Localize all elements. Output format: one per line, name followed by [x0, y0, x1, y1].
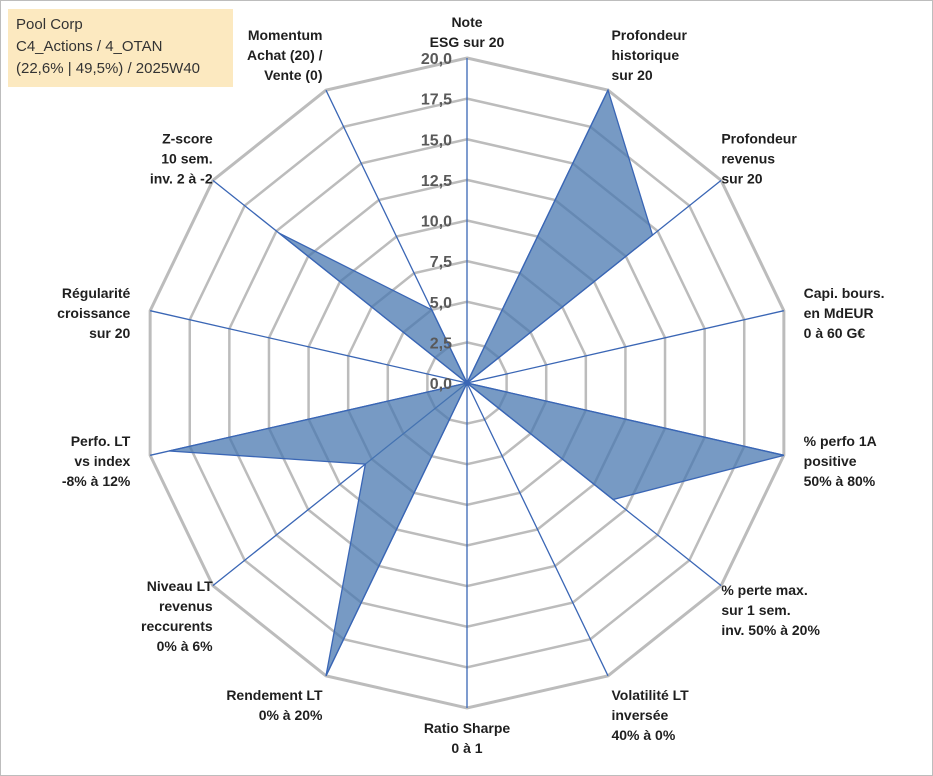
axis-label: Z-score 10 sem. inv. 2 à -2: [150, 131, 213, 187]
axis-label: Perfo. LT vs index -8% à 12%: [62, 433, 131, 489]
tick-label: 10,0: [421, 214, 452, 231]
axis-label: Note ESG sur 20: [430, 14, 505, 50]
info-category: C4_Actions / 4_OTAN: [16, 38, 163, 55]
axis-label: Ratio Sharpe 0 à 1: [424, 720, 511, 756]
tick-label: 0,0: [430, 376, 452, 393]
axis-label: % perte max. sur 1 sem. inv. 50% à 20%: [721, 582, 820, 638]
axis-spoke: [150, 310, 468, 384]
axis-spoke: [466, 382, 609, 677]
series-area: [169, 88, 785, 677]
tick-label: 17,5: [421, 92, 452, 109]
axis-label: Rendement LT 0% à 20%: [226, 687, 323, 723]
info-stats: (22,6% | 49,5%) / 2025W40: [16, 60, 200, 77]
tick-label: 12,5: [421, 173, 452, 190]
axis-spoke: [466, 310, 784, 384]
axis-label: Capi. bours. en MdEUR 0 à 60 G€: [804, 285, 885, 341]
axis-label: Momentum Achat (20) / Vente (0): [247, 27, 323, 83]
tick-label: 20,0: [421, 51, 452, 68]
info-box: Pool Corp C4_Actions / 4_OTAN (22,6% | 4…: [8, 9, 233, 87]
tick-label: 7,5: [430, 254, 452, 271]
tick-label: 5,0: [430, 295, 452, 312]
tick-label: 15,0: [421, 132, 452, 149]
info-company: Pool Corp: [16, 16, 83, 33]
axis-label: Volatilité LT inversée 40% à 0%: [611, 687, 689, 743]
axis-label: Profondeur historique sur 20: [611, 27, 687, 83]
axis-label: Régularité croissance sur 20: [57, 285, 130, 341]
axis-label: Profondeur revenus sur 20: [721, 131, 797, 187]
tick-label: 2,5: [430, 335, 452, 352]
axis-label: Niveau LT revenus reccurents 0% à 6%: [141, 578, 213, 654]
axis-label: % perfo 1A positive 50% à 80%: [804, 433, 877, 489]
